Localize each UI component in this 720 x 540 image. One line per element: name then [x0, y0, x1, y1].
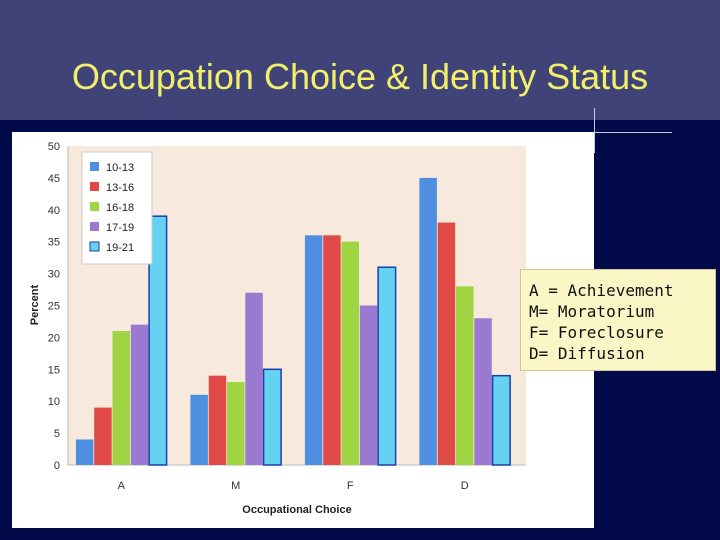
status-key-box: A = Achievement M= Moratorium F= Foreclo… [520, 269, 716, 371]
bar-M-19-21 [262, 368, 282, 466]
y-tick-label-50: 50 [48, 141, 60, 153]
y-tick-label-0: 0 [54, 460, 60, 472]
legend-label-10-13: 10-13 [106, 162, 134, 174]
bar-A-13-16 [94, 407, 112, 465]
bar-F-10-13 [304, 235, 323, 465]
bar-F-19-21 [377, 266, 397, 466]
bar-D-10-13 [419, 177, 437, 465]
bar-M-13-16 [208, 375, 227, 465]
bar-chart: 0 5 10 15 20 25 30 35 40 45 50 A M F D Occupational Cho… [29, 141, 526, 516]
bar-F-16-18 [341, 241, 359, 465]
key-line-achievement: A = Achievement [529, 281, 674, 300]
key-line-moratorium: M= Moratorium [529, 302, 655, 321]
y-tick-label-25: 25 [48, 301, 60, 313]
bar-M-10-13 [190, 394, 208, 465]
bar-D-17-19 [474, 318, 492, 465]
legend-label-13-16: 13-16 [106, 182, 134, 194]
y-tick-label-30: 30 [48, 269, 60, 281]
title-band [0, 0, 720, 120]
x-tick-label-F: F [347, 480, 354, 492]
x-tick-label-M: M [231, 480, 240, 492]
x-tick-label-D: D [461, 480, 469, 492]
bar-F-17-19 [359, 305, 378, 465]
legend-swatch-19-21 [89, 241, 100, 252]
legend-label-19-21: 19-21 [106, 242, 134, 254]
bar-D-19-21 [491, 374, 511, 466]
key-line-diffusion: D= Diffusion [529, 344, 645, 363]
legend-swatch-10-13 [90, 162, 99, 171]
y-tick-label-5: 5 [54, 428, 60, 440]
bar-D-16-18 [456, 286, 474, 465]
y-tick-label-15: 15 [48, 364, 60, 376]
bar-A-10-13 [75, 439, 94, 465]
legend-swatch-16-18 [90, 202, 99, 211]
y-tick-label-20: 20 [48, 332, 60, 344]
decorative-vertical-line [594, 108, 595, 153]
bar-M-17-19 [245, 292, 263, 465]
legend-label-17-19: 17-19 [106, 222, 134, 234]
y-tick-label-40: 40 [48, 205, 60, 217]
y-axis-label: Percent [29, 284, 41, 325]
decorative-horizontal-line [594, 132, 672, 133]
slide-title: Occupation Choice & Identity Status [71, 56, 649, 97]
x-axis-label: Occupational Choice [242, 504, 351, 516]
y-tick-label-45: 45 [48, 173, 60, 185]
bar-F-13-16 [323, 235, 341, 465]
y-tick-label-35: 35 [48, 237, 60, 249]
bar-D-13-16 [437, 222, 456, 465]
chart-frame: 0 5 10 15 20 25 30 35 40 45 50 A M F D Occupational Cho… [12, 132, 594, 528]
legend-label-16-18: 16-18 [106, 202, 134, 214]
legend-swatch-17-19 [90, 222, 99, 231]
y-tick-label-10: 10 [48, 396, 60, 408]
key-line-foreclosure: F= Foreclosure [529, 323, 664, 342]
bar-A-19-21 [148, 215, 168, 466]
bar-M-16-18 [227, 382, 245, 465]
bar-A-17-19 [130, 324, 149, 465]
x-tick-label-A: A [118, 480, 126, 492]
legend-swatch-13-16 [90, 182, 99, 191]
bar-A-16-18 [112, 331, 130, 465]
